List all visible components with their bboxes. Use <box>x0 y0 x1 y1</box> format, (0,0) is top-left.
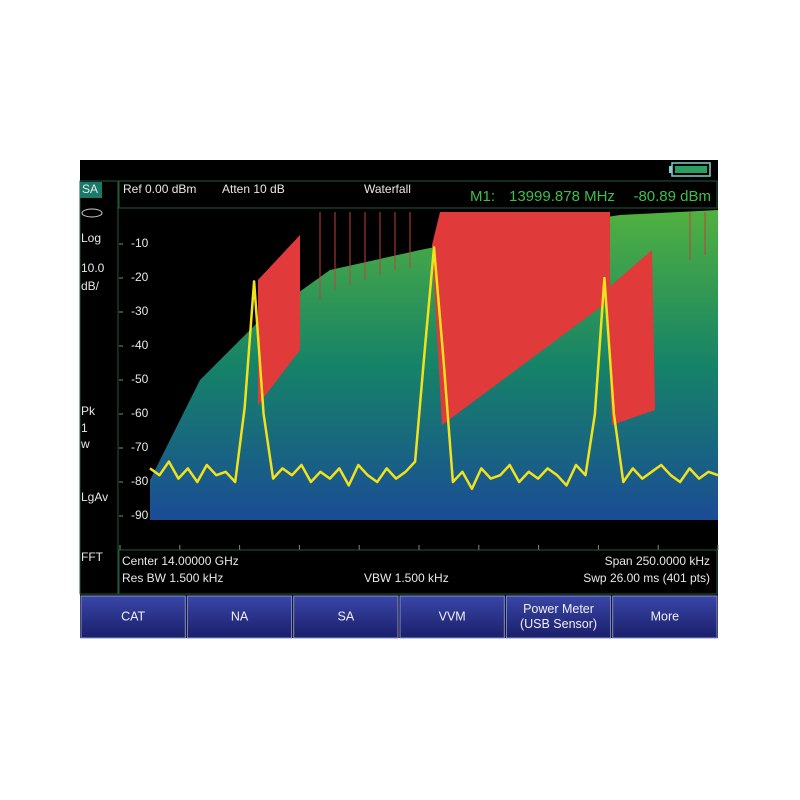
sweep-mode: FFT <box>81 550 104 564</box>
mode: SA <box>82 182 98 196</box>
trace-num: 1 <box>81 421 88 435</box>
attenuation: Atten 10 dB <box>222 182 285 196</box>
y-tick-label: -40 <box>131 338 149 352</box>
scale-unit: dB/ <box>81 279 100 293</box>
marker-frequency: 13999.878 MHz <box>509 188 615 205</box>
scale: 10.0 <box>81 261 105 275</box>
detector: Pk <box>81 404 96 418</box>
softkey-face[interactable] <box>612 595 718 639</box>
waterfall <box>150 210 718 520</box>
header-bar <box>118 180 718 209</box>
softkey-face[interactable] <box>80 595 186 639</box>
softkey[interactable]: More <box>612 595 718 639</box>
marker-level: -80.89 dBm <box>633 188 711 205</box>
softkey-face[interactable] <box>293 595 399 639</box>
softkey-face[interactable] <box>399 595 505 639</box>
y-tick-label: -50 <box>131 372 149 386</box>
signal-trail <box>258 235 300 405</box>
battery-tip <box>669 166 672 173</box>
softkey[interactable]: SA <box>293 595 399 639</box>
status-panel <box>79 180 119 595</box>
y-tick-label: -10 <box>131 236 149 250</box>
softkey[interactable]: Power Meter(USB Sensor) <box>505 595 612 639</box>
y-axis: -10 -20 -30 -40 -50 -60 -70 -80 -90 <box>119 236 719 550</box>
signal-trail <box>606 250 655 425</box>
battery-level <box>675 166 707 173</box>
average: LgAv <box>81 490 108 504</box>
softkey-face[interactable] <box>186 595 293 639</box>
softkey-label[interactable]: Power Meter <box>523 602 594 616</box>
y-tick-label: -90 <box>131 508 149 522</box>
center-frequency: Center 14.00000 GHz <box>122 554 239 568</box>
video-bandwidth: VBW 1.500 kHz <box>364 571 449 585</box>
softkey-label[interactable]: More <box>651 609 680 623</box>
softkey[interactable]: CAT <box>80 595 186 639</box>
softkey-label[interactable]: VVM <box>439 609 466 623</box>
trace-layer <box>149 246 719 491</box>
marker-name: M1: <box>470 188 495 205</box>
y-tick-label: -80 <box>131 474 149 488</box>
y-tick-label: -60 <box>131 406 149 420</box>
y-tick-label: -30 <box>131 304 149 318</box>
footer-bar <box>118 549 718 595</box>
sweep-time: Swp 26.00 ms (401 pts) <box>583 571 710 585</box>
softkey[interactable]: VVM <box>399 595 505 639</box>
softkey-label[interactable]: NA <box>231 609 249 623</box>
signal-trail <box>432 212 610 425</box>
softkey-label[interactable]: CAT <box>121 609 145 623</box>
softkey-face[interactable] <box>505 595 612 639</box>
softkey-label[interactable]: SA <box>337 609 354 623</box>
scale-type: Log <box>81 231 101 245</box>
trace-line <box>149 246 719 491</box>
view-mode: Waterfall <box>364 182 411 196</box>
trail-lines <box>319 212 706 300</box>
softkey-bar: CAT NA SA VVM Power Meter(USB Sensor) More <box>80 595 718 639</box>
softkey[interactable]: NA <box>186 595 293 639</box>
trace-mode: w <box>80 437 90 451</box>
ref-level: Ref 0.00 dBm <box>123 182 196 196</box>
softkey-label[interactable]: (USB Sensor) <box>520 617 597 631</box>
resolution-bandwidth: Res BW 1.500 kHz <box>122 571 223 585</box>
mode-badge <box>80 182 102 198</box>
y-tick-label: -20 <box>131 270 149 284</box>
y-tick-label: -70 <box>131 440 149 454</box>
span: Span 250.0000 kHz <box>605 554 710 568</box>
sweep-icon <box>81 208 103 218</box>
